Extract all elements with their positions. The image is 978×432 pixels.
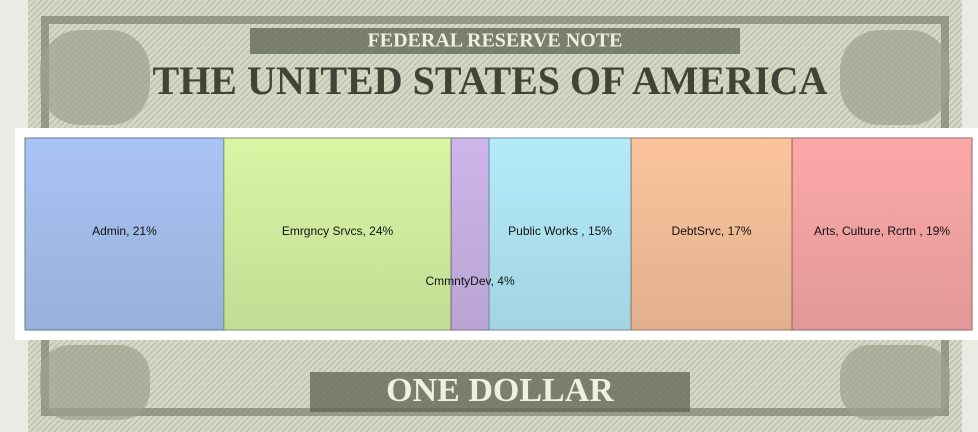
data-label: Admin, 21% — [92, 224, 157, 238]
data-label: DebtSrvc, 17% — [672, 224, 752, 238]
bar-segment — [24, 137, 225, 331]
bar-segment — [791, 137, 973, 331]
bill-title: THE UNITED STATES OF AMERICA — [153, 58, 828, 103]
bar-segment — [223, 137, 452, 331]
bill-header: FEDERAL RESERVE NOTE — [368, 30, 623, 52]
data-label: Emrgncy Srvcs, 24% — [282, 224, 394, 238]
bar-segment — [630, 137, 793, 331]
data-label: CmmntyDev, 4% — [426, 274, 515, 288]
bar-segment — [488, 137, 632, 331]
bill-footer: ONE DOLLAR — [386, 372, 614, 409]
bar-segment — [450, 137, 490, 331]
data-label: Arts, Culture, Rcrtn , 19% — [814, 224, 950, 238]
data-label: Public Works , 15% — [508, 224, 612, 238]
